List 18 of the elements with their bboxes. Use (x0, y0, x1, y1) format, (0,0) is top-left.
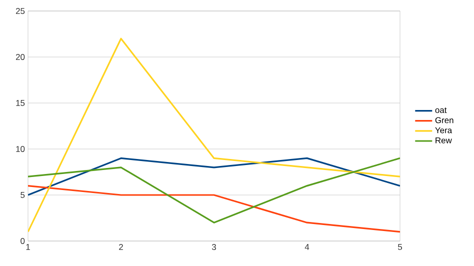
y-tick-label: 15 (16, 100, 25, 106)
legend-label: Gren (435, 117, 454, 124)
y-tick-label: 0 (20, 238, 25, 244)
x-tick-label: 4 (304, 244, 310, 250)
line-series (28, 157, 400, 196)
x-tick-label: 5 (398, 244, 402, 250)
legend-label: Rew (436, 137, 452, 144)
line-series (28, 157, 400, 224)
y-tick-label: 20 (16, 54, 25, 60)
legend-label: Yera (435, 127, 452, 134)
x-tick-label: 2 (119, 244, 123, 250)
y-tick-label: 25 (16, 8, 25, 14)
x-tick-label: 3 (212, 244, 216, 250)
legend-label: oat (435, 107, 447, 114)
y-tick-label: 5 (20, 192, 25, 198)
x-tick-label: 1 (26, 244, 30, 250)
y-tick-label: 10 (16, 146, 25, 152)
line-series (28, 185, 400, 233)
